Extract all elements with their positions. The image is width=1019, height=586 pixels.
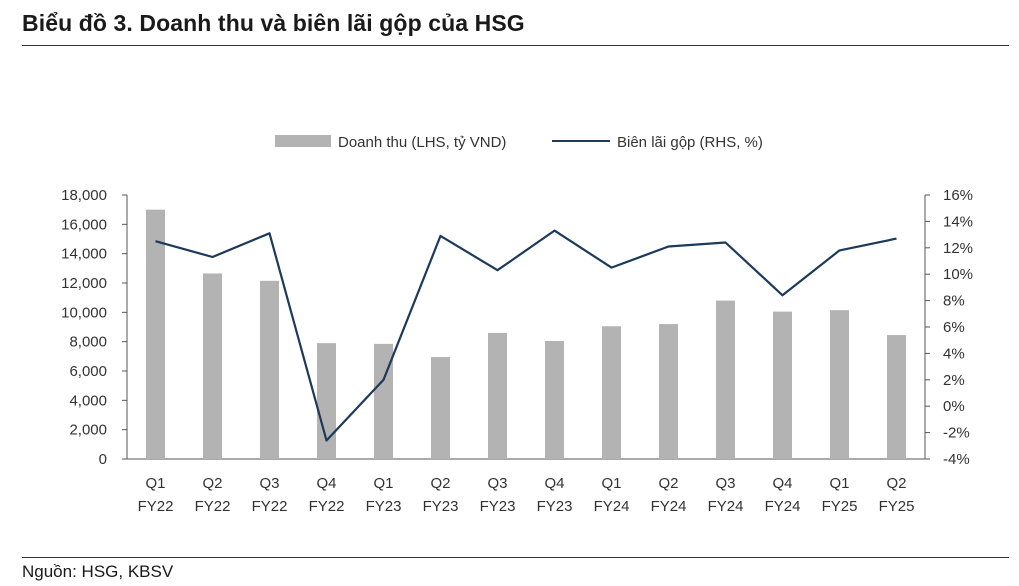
x-tick-label-quarter: Q1 (601, 475, 621, 492)
x-tick-label-year: FY25 (822, 498, 858, 515)
footer-divider (22, 557, 1009, 558)
left-tick-label: 16,000 (61, 216, 107, 233)
chart-title: Biểu đồ 3. Doanh thu và biên lãi gộp của… (22, 10, 525, 36)
bar (830, 310, 849, 459)
left-tick-label: 0 (99, 451, 107, 468)
left-tick-label: 8,000 (69, 334, 107, 351)
x-tick-label-quarter: Q2 (430, 475, 450, 492)
x-tick-label-year: FY24 (708, 498, 744, 515)
legend-bar-label: Doanh thu (LHS, tỷ VND) (338, 134, 506, 151)
bar (203, 273, 222, 459)
x-tick-label-quarter: Q4 (316, 475, 336, 492)
x-tick-label-year: FY23 (366, 498, 402, 515)
x-tick-label-quarter: Q4 (544, 475, 564, 492)
bar (260, 280, 279, 459)
x-tick-label-year: FY23 (423, 498, 459, 515)
right-tick-label: 8% (943, 293, 965, 310)
margin-line (155, 229, 897, 442)
bar (431, 357, 450, 459)
right-tick-label: 16% (943, 187, 973, 204)
left-tick-label: 18,000 (61, 187, 107, 204)
bar (545, 340, 564, 459)
right-tick-label: 10% (943, 266, 973, 283)
right-tick-label: 0% (943, 398, 965, 415)
x-tick-label-year: FY24 (651, 498, 687, 515)
line-series (155, 229, 897, 442)
bar-series (146, 209, 906, 459)
left-tick-label: 12,000 (61, 275, 107, 292)
legend-line-label: Biên lãi gộp (RHS, %) (617, 134, 763, 151)
bar (374, 343, 393, 459)
bar (488, 332, 507, 459)
left-tick-label: 10,000 (61, 304, 107, 321)
x-tick-label-quarter: Q2 (886, 475, 906, 492)
right-tick-label: 4% (943, 345, 965, 362)
left-tick-label: 4,000 (69, 392, 107, 409)
source-note: Nguồn: HSG, KBSV (22, 562, 174, 581)
x-tick-label-year: FY24 (594, 498, 630, 515)
title-divider (22, 45, 1009, 46)
bar (887, 335, 906, 459)
x-tick-label-quarter: Q1 (829, 475, 849, 492)
x-tick-label-quarter: Q3 (487, 475, 507, 492)
left-tick-label: 2,000 (69, 422, 107, 439)
bar (146, 209, 165, 459)
x-tick-label-quarter: Q3 (259, 475, 279, 492)
x-tick-label-quarter: Q2 (202, 475, 222, 492)
right-tick-label: -2% (943, 425, 970, 442)
x-axis-labels: Q1 FY22 Q2 FY22 Q3 FY22 Q4 FY22 Q1 FY23 Q2 FY23 Q3 FY… (138, 475, 915, 515)
right-tick-label: 14% (943, 213, 973, 230)
x-tick-label-quarter: Q4 (772, 475, 792, 492)
bar (317, 343, 336, 459)
x-tick-label-quarter: Q1 (373, 475, 393, 492)
x-tick-label-quarter: Q3 (715, 475, 735, 492)
x-tick-label-quarter: Q1 (145, 475, 165, 492)
legend-bar-swatch (275, 135, 331, 147)
x-tick-label-year: FY24 (765, 498, 801, 515)
x-tick-label-year: FY23 (537, 498, 573, 515)
right-tick-label: 12% (943, 240, 973, 257)
bar (659, 324, 678, 459)
left-tick-label: 6,000 (69, 363, 107, 380)
right-tick-label: -4% (943, 451, 970, 468)
legend: Doanh thu (LHS, tỷ VND) Biên lãi gộp (RH… (275, 134, 763, 151)
right-tick-label: 6% (943, 319, 965, 336)
bar (602, 326, 621, 459)
x-tick-label-year: FY23 (480, 498, 516, 515)
x-tick-label-quarter: Q2 (658, 475, 678, 492)
axes: 0 2,000 4,000 6,000 8,000 10,000 12,000 14,000 1… (61, 187, 973, 468)
x-tick-label-year: FY25 (879, 498, 915, 515)
x-tick-label-year: FY22 (309, 498, 345, 515)
bar (773, 311, 792, 459)
x-tick-label-year: FY22 (195, 498, 231, 515)
right-tick-label: 2% (943, 372, 965, 389)
x-tick-label-year: FY22 (252, 498, 288, 515)
left-tick-label: 14,000 (61, 246, 107, 263)
x-tick-label-year: FY22 (138, 498, 174, 515)
bar (716, 300, 735, 459)
